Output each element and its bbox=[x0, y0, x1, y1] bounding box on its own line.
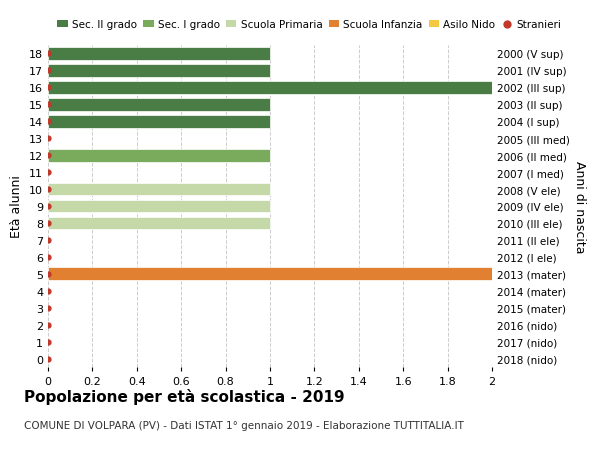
Bar bbox=[48, 82, 492, 95]
Text: Popolazione per età scolastica - 2019: Popolazione per età scolastica - 2019 bbox=[24, 388, 344, 404]
Bar bbox=[48, 183, 270, 196]
Bar bbox=[48, 268, 492, 280]
Bar bbox=[48, 150, 270, 162]
Bar bbox=[48, 48, 270, 61]
Bar bbox=[48, 99, 270, 112]
Text: COMUNE DI VOLPARA (PV) - Dati ISTAT 1° gennaio 2019 - Elaborazione TUTTITALIA.IT: COMUNE DI VOLPARA (PV) - Dati ISTAT 1° g… bbox=[24, 420, 464, 430]
Legend: Sec. II grado, Sec. I grado, Scuola Primaria, Scuola Infanzia, Asilo Nido, Stran: Sec. II grado, Sec. I grado, Scuola Prim… bbox=[53, 16, 565, 34]
Bar bbox=[48, 65, 270, 78]
Bar bbox=[48, 116, 270, 129]
Bar bbox=[48, 217, 270, 230]
Y-axis label: Età alunni: Età alunni bbox=[10, 175, 23, 238]
Y-axis label: Anni di nascita: Anni di nascita bbox=[574, 160, 586, 253]
Bar bbox=[48, 200, 270, 213]
